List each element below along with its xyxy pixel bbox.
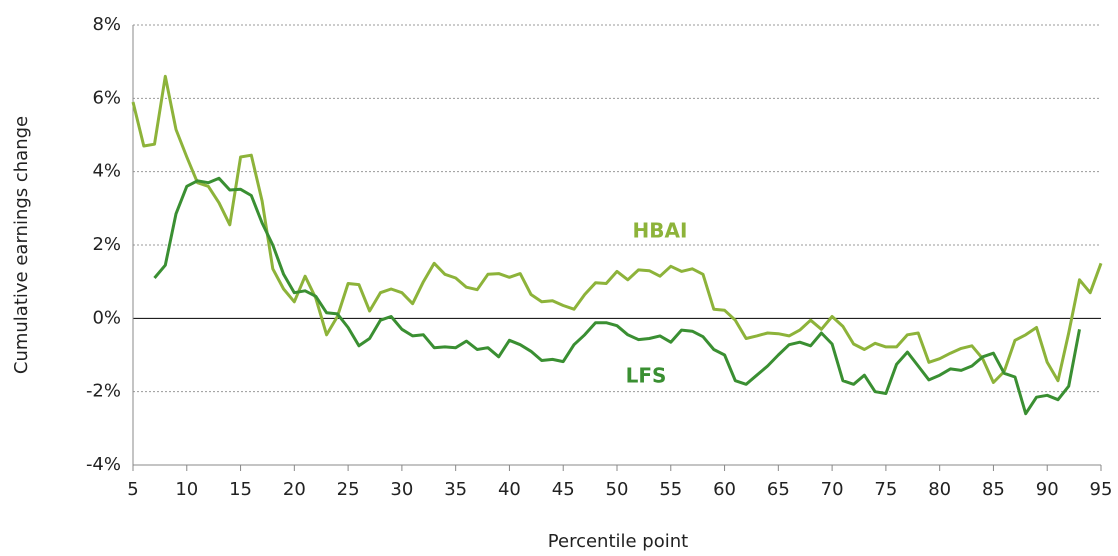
x-tick-label: 50 xyxy=(606,479,629,500)
x-tick-label: 85 xyxy=(982,479,1005,500)
x-tick-label: 90 xyxy=(1036,479,1059,500)
x-tick-label: 80 xyxy=(928,479,951,500)
x-tick-label: 95 xyxy=(1090,479,1113,500)
line-series xyxy=(153,176,1081,416)
x-tick-label: 75 xyxy=(874,479,897,500)
y-tick-label: 8% xyxy=(92,14,121,35)
y-tick-label: 0% xyxy=(92,307,121,328)
x-tick-label: 35 xyxy=(444,479,467,500)
x-axis-label: Percentile point xyxy=(548,531,688,552)
x-tick-label: 70 xyxy=(821,479,844,500)
series-label: LFS xyxy=(626,364,667,388)
x-tick-label: 20 xyxy=(283,479,306,500)
x-tick-label: 65 xyxy=(767,479,790,500)
y-tick-label: -2% xyxy=(86,381,121,402)
x-tick-label: 5 xyxy=(127,479,138,500)
y-axis-label: Cumulative earnings change xyxy=(11,116,32,374)
y-tick-label: 2% xyxy=(92,234,121,255)
y-tick-label: -4% xyxy=(86,454,121,475)
y-tick-label: 6% xyxy=(92,87,121,108)
series-label: HBAI xyxy=(633,219,688,243)
x-tick-label: 55 xyxy=(659,479,682,500)
y-tick-label: 4% xyxy=(92,161,121,182)
line-series xyxy=(131,74,1103,384)
x-tick-label: 60 xyxy=(713,479,736,500)
x-tick-label: 25 xyxy=(337,479,360,500)
x-tick-label: 30 xyxy=(390,479,413,500)
x-tick-label: 45 xyxy=(552,479,575,500)
x-tick-label: 10 xyxy=(175,479,198,500)
x-tick-label: 40 xyxy=(498,479,521,500)
x-tick-label: 15 xyxy=(229,479,252,500)
